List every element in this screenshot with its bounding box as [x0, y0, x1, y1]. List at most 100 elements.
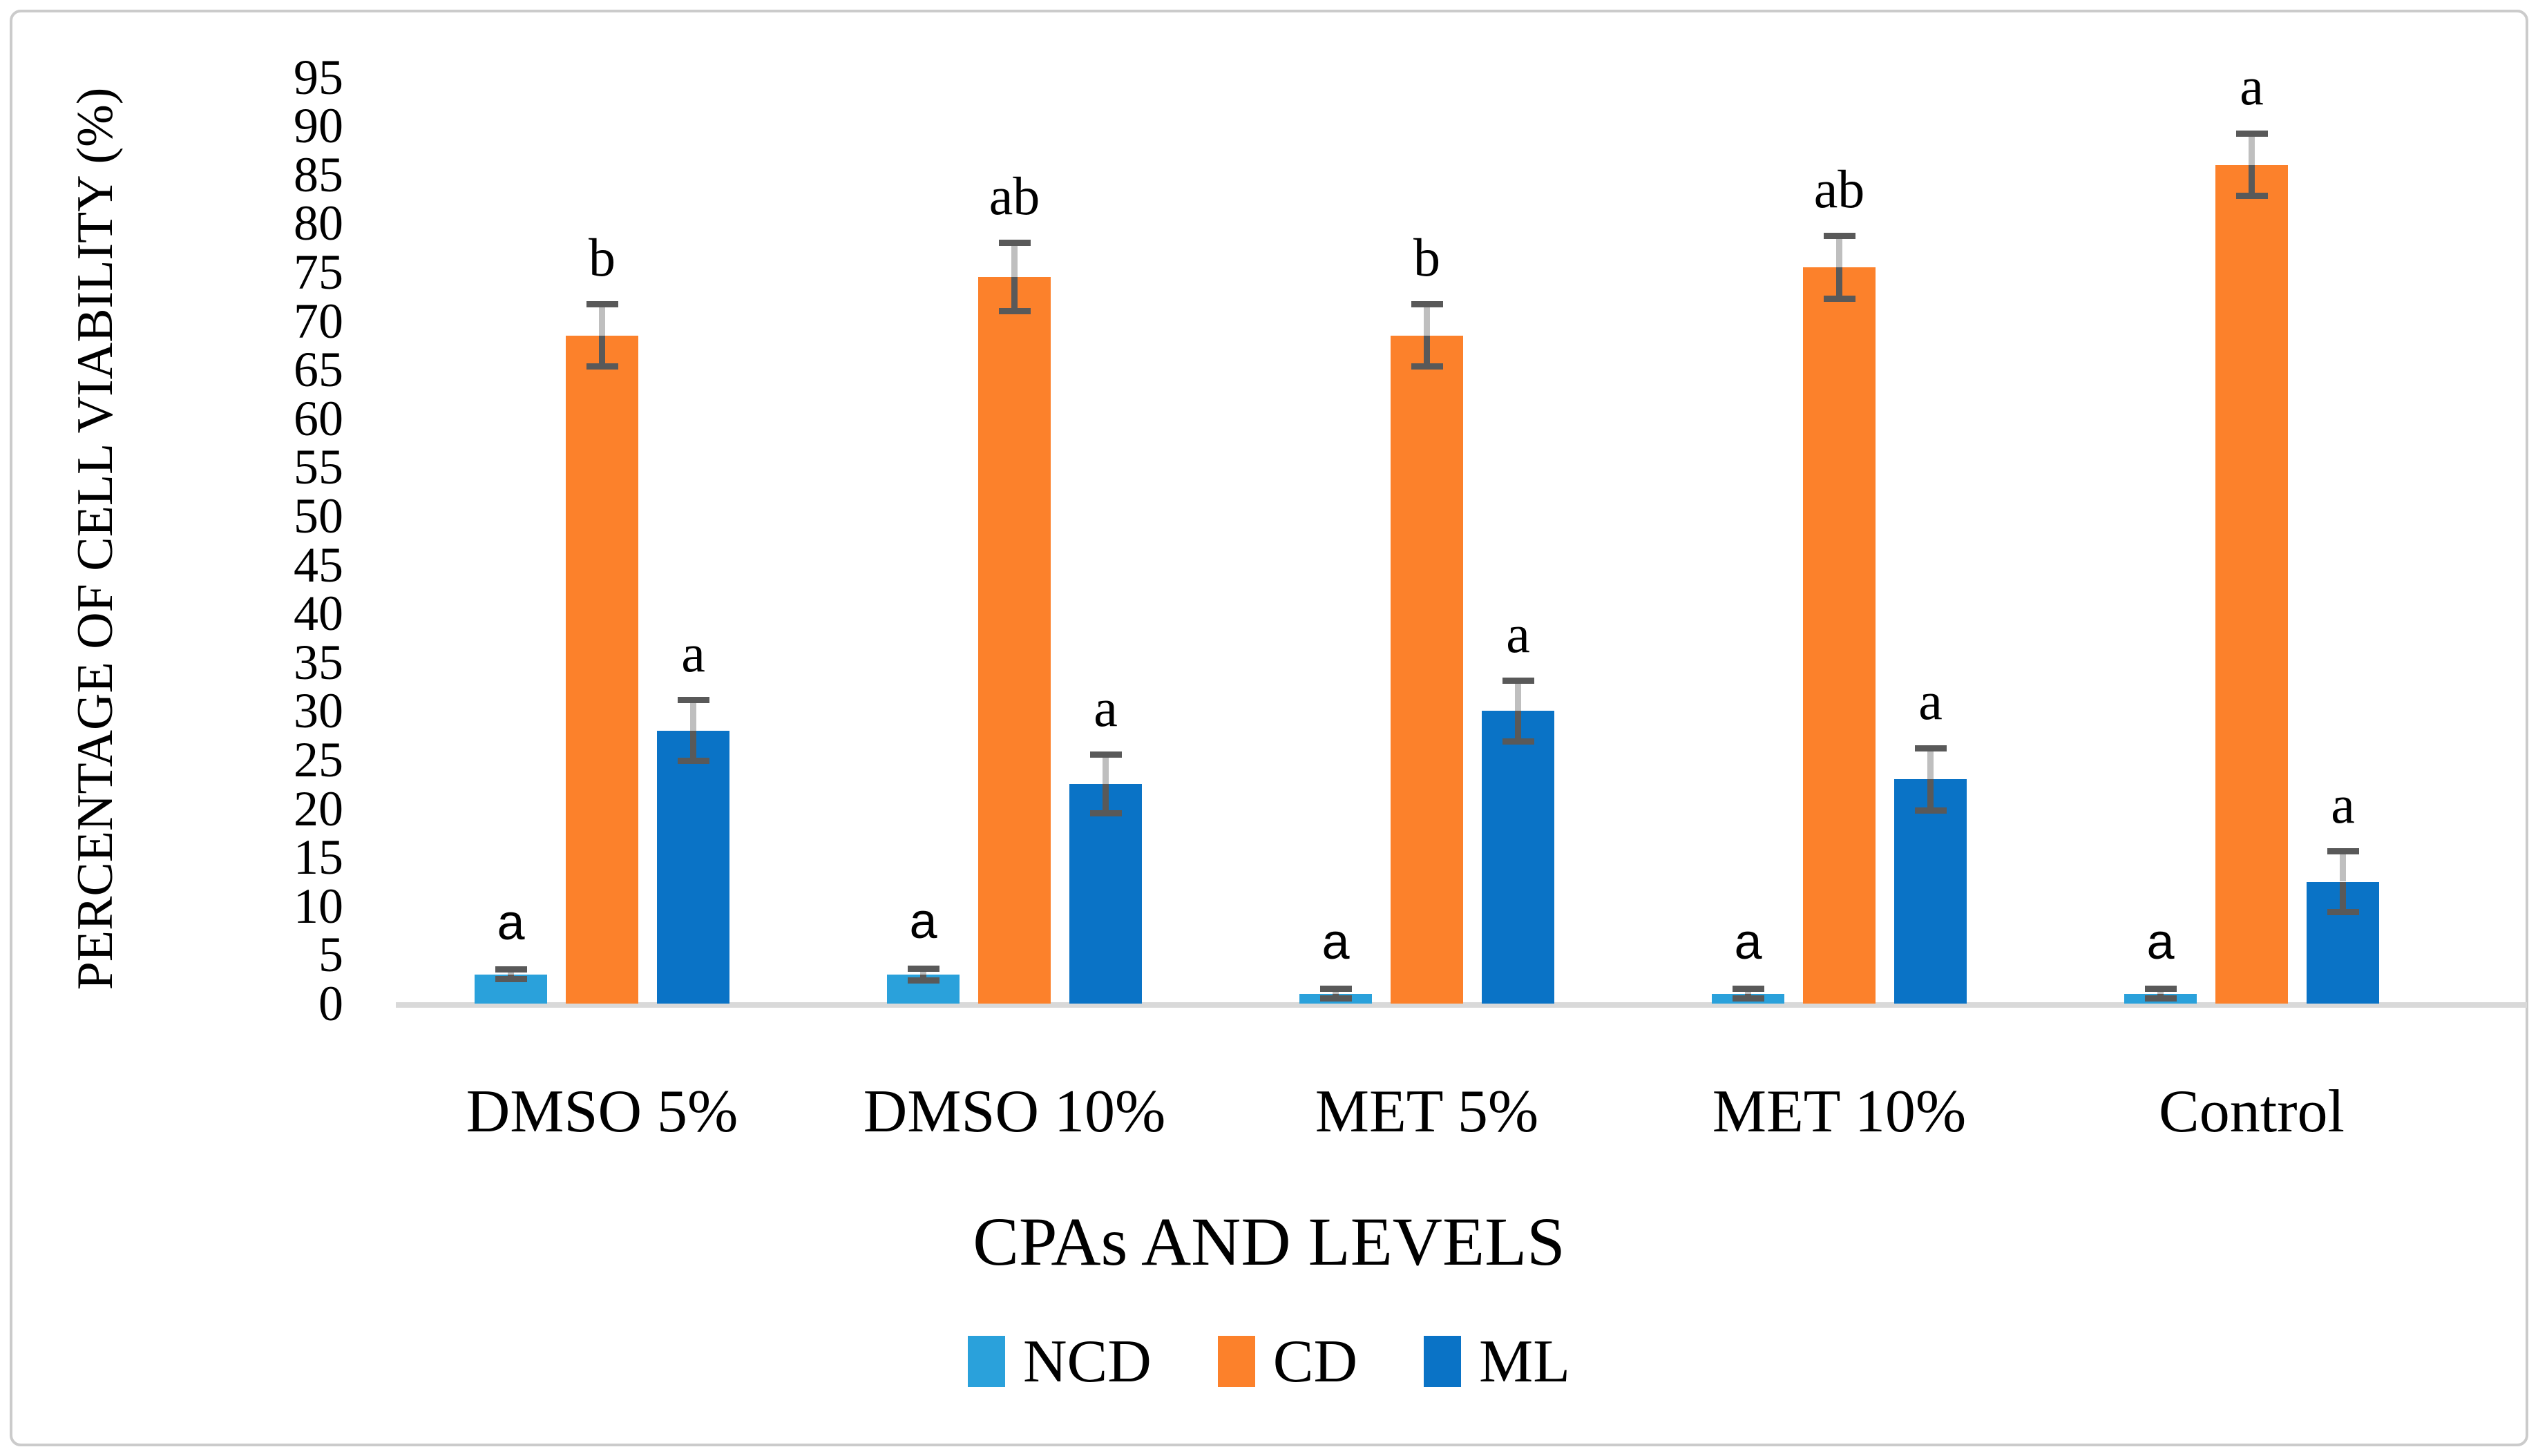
error-bar-upper-ml-dmso-10	[1103, 754, 1109, 785]
error-bar-lower-cd-dmso-10	[1011, 277, 1018, 312]
error-bar-lower-ml-control	[2340, 881, 2346, 912]
y-tick-label: 60	[294, 390, 343, 446]
x-category-label-dmso-5: DMSO 5%	[466, 1078, 738, 1145]
y-tick-label: 85	[294, 146, 343, 202]
legend: NCD CD ML	[0, 1323, 2538, 1399]
error-bar-cap-bottom-ml-met-10	[1914, 807, 1947, 814]
error-bar-cap-top-cd-met-5	[1411, 301, 1443, 308]
y-tick-label: 80	[294, 195, 343, 251]
bar-ml-dmso-5	[657, 730, 729, 1004]
error-bar-cap-bottom-ncd-dmso-10	[907, 977, 939, 984]
error-bar-upper-ml-met-5	[1515, 680, 1521, 711]
y-tick-label: 0	[318, 976, 343, 1031]
y-tick-label: 30	[294, 683, 343, 739]
error-bar-lower-cd-control	[2249, 164, 2255, 196]
y-tick-label: 5	[318, 927, 343, 983]
sig-letter-ml-dmso-5: a	[681, 622, 705, 683]
sig-letter-ml-met-10: a	[1918, 671, 1943, 731]
sig-letter-ncd-met-10: a	[1734, 914, 1762, 970]
sig-letter-ml-met-5: a	[1506, 603, 1530, 664]
error-bar-upper-cd-dmso-5	[599, 304, 605, 336]
sig-letter-ml-dmso-10: a	[1094, 677, 1118, 738]
error-bar-cap-top-ncd-met-5	[1319, 986, 1352, 993]
error-bar-cap-bottom-ml-dmso-5	[677, 757, 709, 764]
error-bar-lower-ml-met-10	[1927, 779, 1934, 811]
y-tick-label: 40	[294, 586, 343, 642]
error-bar-cap-top-ml-control	[2327, 848, 2359, 855]
y-tick-label: 20	[294, 780, 343, 836]
y-tick-label: 15	[294, 830, 343, 885]
legend-label-cd: CD	[1272, 1328, 1358, 1395]
y-axis-title: PERCENTAGE OF CELL VIABILITY (%)	[67, 87, 124, 990]
x-category-label-dmso-10: DMSO 10%	[863, 1078, 1166, 1145]
sig-letter-ncd-control: a	[2146, 914, 2175, 970]
legend-label-ncd: NCD	[1022, 1328, 1152, 1395]
error-bar-lower-ml-dmso-5	[690, 730, 696, 761]
bar-ml-dmso-10	[1069, 784, 1142, 1004]
y-tick-label: 10	[294, 878, 343, 934]
error-bar-cap-top-ml-dmso-5	[677, 697, 709, 704]
error-bar-cap-top-cd-dmso-5	[586, 301, 618, 308]
bar-cd-met-10	[1803, 267, 1876, 1004]
sig-letter-cd-met-10: ab	[1813, 158, 1865, 219]
sig-letter-cd-dmso-10: ab	[989, 165, 1040, 226]
error-bar-upper-cd-met-10	[1836, 236, 1842, 267]
legend-item-cd: CD	[1217, 1327, 1358, 1397]
sig-letter-ncd-dmso-10: a	[909, 894, 937, 950]
bar-cd-met-5	[1391, 335, 1463, 1004]
error-bar-upper-ml-dmso-5	[690, 700, 696, 731]
bar-cd-control	[2215, 164, 2288, 1004]
error-bar-cap-top-ncd-dmso-5	[495, 966, 527, 973]
error-bar-cap-bottom-cd-met-5	[1411, 363, 1443, 370]
bar-ml-met-5	[1482, 711, 1554, 1004]
bar-cd-dmso-5	[566, 335, 638, 1004]
legend-swatch-cd	[1217, 1336, 1255, 1387]
x-category-label-met-5: MET 5%	[1315, 1078, 1539, 1145]
error-bar-cap-top-cd-met-10	[1823, 233, 1855, 240]
error-bar-upper-cd-control	[2249, 133, 2255, 165]
legend-swatch-ncd	[967, 1336, 1005, 1387]
legend-swatch-ml	[1424, 1336, 1462, 1387]
error-bar-cap-bottom-cd-control	[2235, 193, 2268, 200]
x-category-label-control: Control	[2159, 1078, 2345, 1145]
y-tick-label: 45	[294, 537, 343, 593]
y-tick-label: 65	[294, 342, 343, 398]
error-bar-cap-top-ncd-dmso-10	[907, 965, 939, 972]
sig-letter-ncd-dmso-5: a	[497, 894, 525, 950]
y-tick-label: 50	[294, 488, 343, 544]
y-tick-label: 95	[294, 49, 343, 105]
error-bar-upper-cd-met-5	[1424, 304, 1430, 336]
x-category-label-met-10: MET 10%	[1712, 1078, 1967, 1145]
error-bar-cap-bottom-ml-met-5	[1502, 738, 1534, 745]
error-bar-lower-ml-met-5	[1515, 711, 1521, 742]
error-bar-cap-bottom-ml-dmso-10	[1089, 810, 1122, 817]
error-bar-upper-ml-control	[2340, 851, 2346, 882]
sig-letter-cd-met-5: b	[1413, 227, 1440, 287]
error-bar-cap-bottom-ncd-met-10	[1732, 995, 1764, 1002]
bar-cd-dmso-10	[978, 277, 1051, 1004]
legend-item-ml: ML	[1424, 1327, 1570, 1397]
error-bar-cap-bottom-ncd-dmso-5	[495, 976, 527, 983]
bar-ml-met-10	[1894, 779, 1967, 1004]
error-bar-cap-top-ncd-met-10	[1732, 986, 1764, 993]
y-tick-label: 75	[294, 245, 343, 300]
error-bar-cap-top-ncd-control	[2144, 986, 2177, 993]
y-tick-label: 70	[294, 293, 343, 349]
error-bar-lower-cd-met-10	[1836, 267, 1842, 299]
error-bar-cap-top-cd-control	[2235, 130, 2268, 137]
sig-letter-cd-dmso-5: b	[589, 227, 616, 287]
legend-label-ml: ML	[1479, 1328, 1571, 1395]
error-bar-lower-cd-met-5	[1424, 335, 1430, 367]
error-bar-lower-ml-dmso-10	[1103, 784, 1109, 814]
y-tick-label: 55	[294, 439, 343, 495]
error-bar-cap-top-cd-dmso-10	[998, 240, 1031, 247]
error-bar-upper-ml-met-10	[1927, 748, 1934, 780]
sig-letter-ncd-met-5: a	[1322, 914, 1350, 970]
error-bar-cap-bottom-ml-control	[2327, 908, 2359, 915]
error-bar-cap-top-ml-met-10	[1914, 745, 1947, 751]
x-axis-title: CPAs AND LEVELS	[973, 1203, 1565, 1280]
y-tick-label: 25	[294, 732, 343, 787]
sig-letter-ml-control: a	[2331, 774, 2355, 834]
error-bar-cap-bottom-ncd-control	[2144, 995, 2177, 1002]
